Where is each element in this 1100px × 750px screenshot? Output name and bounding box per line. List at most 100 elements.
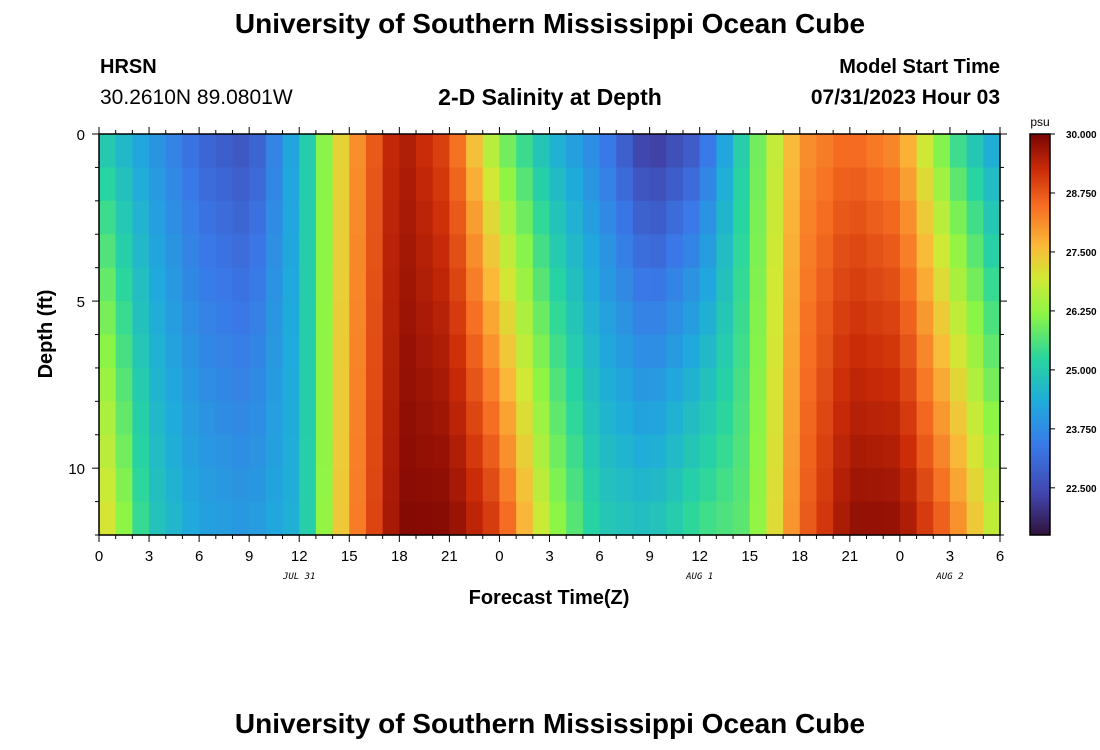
heatmap-cell bbox=[799, 267, 818, 302]
heatmap-cell bbox=[449, 234, 467, 269]
heatmap-cell bbox=[99, 267, 117, 302]
heatmap-cell bbox=[883, 134, 901, 169]
heatmap-cell bbox=[916, 234, 934, 269]
heatmap-cell bbox=[482, 334, 501, 369]
heatmap-cell bbox=[899, 334, 918, 369]
heatmap-cell bbox=[749, 267, 768, 302]
heatmap-cell bbox=[332, 301, 350, 336]
heatmap-cell bbox=[616, 468, 634, 503]
heatmap-cell bbox=[382, 367, 400, 402]
heatmap-cell bbox=[933, 401, 951, 436]
heatmap-cell bbox=[983, 234, 1001, 269]
heatmap-cell bbox=[532, 434, 551, 469]
heatmap-cell bbox=[182, 434, 200, 469]
heatmap-cell bbox=[549, 468, 567, 503]
heatmap-cell bbox=[149, 401, 167, 436]
heatmap-cell bbox=[899, 434, 918, 469]
heatmap-cell bbox=[699, 434, 717, 469]
heatmap-cell bbox=[315, 501, 334, 536]
heatmap-cell bbox=[466, 301, 484, 336]
heatmap-cell bbox=[99, 401, 117, 436]
heatmap-cell bbox=[616, 301, 634, 336]
heatmap-cell bbox=[682, 468, 701, 503]
heatmap-cell bbox=[532, 200, 551, 235]
heatmap-cell bbox=[733, 267, 751, 302]
heatmap-cell bbox=[115, 434, 133, 469]
heatmap-cell bbox=[466, 234, 484, 269]
heatmap-cell bbox=[132, 501, 150, 536]
heatmap-cell bbox=[432, 367, 450, 402]
heatmap-cell bbox=[549, 267, 567, 302]
heatmap-cell bbox=[265, 501, 284, 536]
heatmap-cell bbox=[299, 200, 317, 235]
x-axis-label: Forecast Time(Z) bbox=[469, 587, 630, 609]
heatmap-cell bbox=[115, 167, 133, 202]
heatmap-cell bbox=[232, 468, 250, 503]
heatmap-cell bbox=[215, 334, 234, 369]
heatmap-cell bbox=[115, 200, 133, 235]
heatmap-cell bbox=[866, 468, 884, 503]
heatmap-cell bbox=[666, 200, 684, 235]
heatmap-cell bbox=[766, 167, 784, 202]
heatmap-cell bbox=[649, 301, 667, 336]
heatmap-cell bbox=[532, 234, 551, 269]
heatmap-cell bbox=[165, 367, 184, 402]
heatmap-cell bbox=[749, 401, 768, 436]
heatmap-cell bbox=[816, 301, 834, 336]
heatmap-cell bbox=[933, 501, 951, 536]
heatmap-cell bbox=[666, 434, 684, 469]
heatmap-cell bbox=[966, 200, 984, 235]
heatmap-cell bbox=[699, 468, 717, 503]
heatmap-cell bbox=[682, 367, 701, 402]
heatmap-cell bbox=[115, 334, 133, 369]
heatmap-cell bbox=[933, 301, 951, 336]
heatmap-cell bbox=[499, 501, 517, 536]
heatmap-cell bbox=[115, 134, 133, 169]
heatmap-cell bbox=[382, 134, 400, 169]
heatmap-cell bbox=[382, 234, 400, 269]
heatmap-cell bbox=[866, 200, 884, 235]
heatmap-cell bbox=[99, 468, 117, 503]
heatmap-cell bbox=[449, 200, 467, 235]
heatmap-cell bbox=[315, 401, 334, 436]
heatmap-cell bbox=[749, 334, 768, 369]
heatmap-cell bbox=[849, 134, 868, 169]
heatmap-cell bbox=[482, 501, 501, 536]
heatmap-cell bbox=[816, 267, 834, 302]
heatmap-cell bbox=[733, 401, 751, 436]
heatmap-cell bbox=[566, 167, 584, 202]
heatmap-cell bbox=[182, 301, 200, 336]
heatmap-cell bbox=[315, 434, 334, 469]
heatmap-cell bbox=[866, 267, 884, 302]
heatmap-cell bbox=[149, 334, 167, 369]
heatmap-cell bbox=[616, 167, 634, 202]
heatmap-cell bbox=[966, 134, 984, 169]
heatmap-cell bbox=[632, 134, 651, 169]
heatmap-cell bbox=[99, 367, 117, 402]
heatmap-cell bbox=[966, 501, 984, 536]
heatmap-cell bbox=[649, 434, 667, 469]
heatmap-cell bbox=[399, 167, 417, 202]
heatmap-cell bbox=[365, 167, 384, 202]
heatmap-cell bbox=[783, 167, 801, 202]
heatmap-cell bbox=[516, 434, 534, 469]
heatmap-cell bbox=[115, 367, 133, 402]
heatmap-cell bbox=[115, 267, 133, 302]
heatmap-cell bbox=[232, 234, 250, 269]
heatmap-cell bbox=[365, 334, 384, 369]
heatmap-cell bbox=[265, 200, 284, 235]
heatmap-cell bbox=[265, 267, 284, 302]
heatmap-cell bbox=[265, 434, 284, 469]
heatmap-cell bbox=[716, 200, 734, 235]
heatmap-cell bbox=[199, 167, 217, 202]
heatmap-cell bbox=[849, 200, 868, 235]
heatmap-cell bbox=[866, 301, 884, 336]
heatmap-cell bbox=[666, 367, 684, 402]
heatmap-cell bbox=[282, 134, 300, 169]
heatmap-cell bbox=[199, 468, 217, 503]
heatmap-cell bbox=[666, 468, 684, 503]
heatmap-cell bbox=[232, 267, 250, 302]
heatmap-cell bbox=[866, 434, 884, 469]
heatmap-cell bbox=[599, 301, 617, 336]
heatmap-cell bbox=[299, 367, 317, 402]
